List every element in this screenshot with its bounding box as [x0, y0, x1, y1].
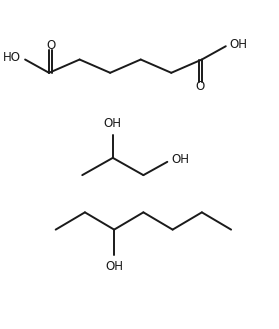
Text: OH: OH [230, 38, 248, 51]
Text: OH: OH [171, 153, 189, 166]
Text: O: O [46, 39, 55, 52]
Text: OH: OH [105, 260, 123, 273]
Text: O: O [196, 80, 205, 93]
Text: OH: OH [104, 117, 122, 131]
Text: HO: HO [3, 51, 21, 64]
